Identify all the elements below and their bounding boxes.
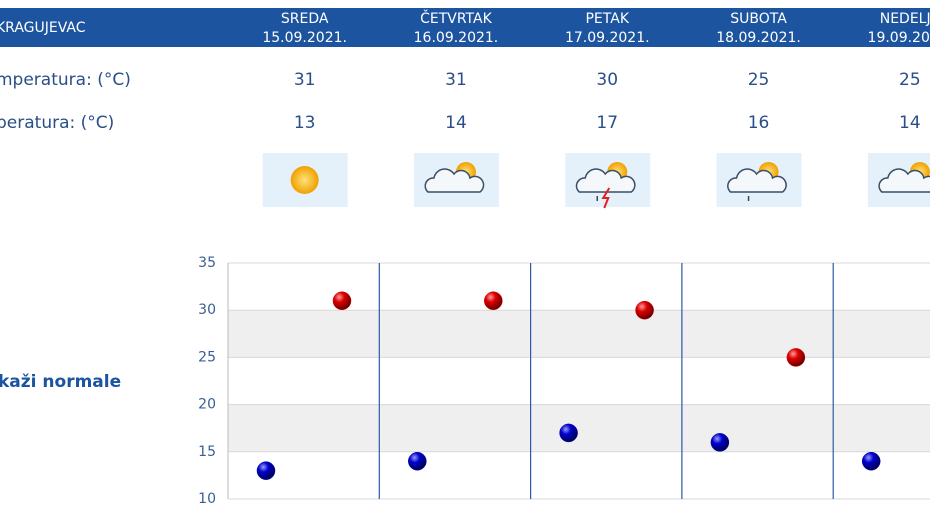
day-date: 16.09.2021. <box>414 30 499 46</box>
y-tick-label: 25 <box>198 349 216 365</box>
grid-band <box>228 310 930 358</box>
max-point <box>635 300 654 320</box>
min-point <box>408 451 427 471</box>
y-tick-label: 35 <box>198 255 216 271</box>
min-temp: 13 <box>294 113 316 133</box>
y-tick-label: 20 <box>198 397 216 413</box>
weather-icon <box>867 153 930 207</box>
header-bar <box>0 8 930 47</box>
min-point <box>861 451 881 471</box>
cloud <box>727 168 787 193</box>
day-date: 19.09.2021. <box>868 30 930 46</box>
min-temp: 17 <box>596 113 618 133</box>
grid-band <box>228 404 930 452</box>
cloud <box>878 168 930 193</box>
max-temp: 31 <box>445 70 467 90</box>
weather-icon <box>413 153 499 207</box>
cloud <box>424 168 485 193</box>
sun <box>290 166 319 194</box>
min-point <box>559 423 578 443</box>
cloud <box>575 168 636 193</box>
max-temp: 31 <box>294 70 316 90</box>
max-point <box>332 291 352 311</box>
min-point <box>256 461 276 480</box>
day-date: 17.09.2021. <box>565 30 650 46</box>
city: KRAGUJEVAC <box>0 20 86 36</box>
weather-icon <box>565 153 651 209</box>
weather-icon <box>716 153 802 207</box>
day-name: SREDA <box>281 11 329 27</box>
weather-icon <box>262 153 348 207</box>
day-date: 18.09.2021. <box>716 30 801 46</box>
max-temp: 30 <box>596 70 618 90</box>
max-temp: 25 <box>748 70 770 90</box>
day-date: 15.09.2021. <box>262 30 347 46</box>
min-temp: 14 <box>899 113 921 133</box>
normals-link[interactable]: kaži normale <box>0 372 121 392</box>
bolt <box>601 187 611 209</box>
max-temp: 25 <box>899 70 921 90</box>
min-temp: 14 <box>445 113 467 133</box>
max-label: mperatura: (°C) <box>0 70 131 90</box>
max-point <box>786 348 806 367</box>
day-name: ČETVRTAK <box>420 9 493 27</box>
y-tick-label: 15 <box>198 444 216 460</box>
min-label: peratura: (°C) <box>0 113 114 133</box>
min-point <box>710 433 730 452</box>
y-tick-label: 10 <box>198 491 216 507</box>
min-temp: 16 <box>748 113 770 133</box>
day-name: PETAK <box>585 11 629 27</box>
y-tick-label: 30 <box>198 302 216 318</box>
day-name: SUBOTA <box>730 11 787 27</box>
max-point <box>484 291 503 311</box>
day-name: NEDELJA <box>880 11 930 27</box>
